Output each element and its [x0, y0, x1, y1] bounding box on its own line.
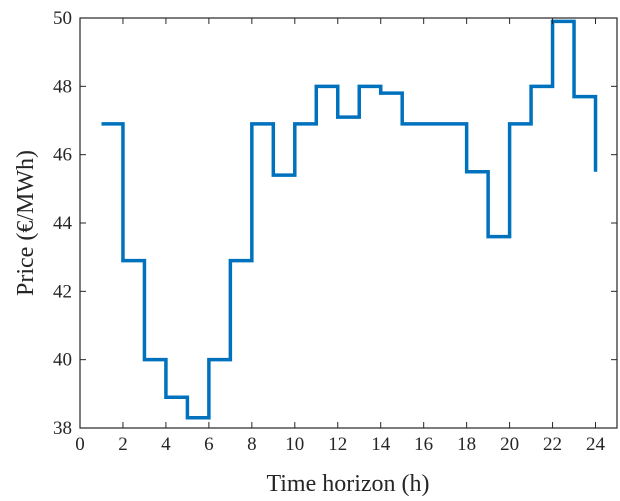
x-tick-label: 14 — [371, 434, 391, 455]
x-tick-label: 12 — [328, 434, 347, 455]
series-layer — [101, 19, 598, 420]
y-tick-label: 46 — [53, 145, 72, 166]
y-tick-label: 42 — [53, 281, 72, 302]
y-tick-label: 40 — [53, 350, 72, 371]
x-tick-label: 4 — [161, 434, 171, 455]
x-tick-label: 16 — [414, 434, 433, 455]
x-tick-label: 24 — [586, 434, 606, 455]
x-tick-label: 6 — [204, 434, 214, 455]
x-tick-label: 2 — [118, 434, 128, 455]
plot-area — [80, 18, 617, 428]
x-axis-title: Time horizon (h) — [266, 471, 429, 497]
x-tick-label: 8 — [247, 434, 257, 455]
x-tick-label: 0 — [75, 434, 85, 455]
y-tick-label: 44 — [53, 213, 73, 234]
y-tick-label: 38 — [53, 418, 72, 439]
x-tick-label: 10 — [285, 434, 304, 455]
y-tick-label: 48 — [53, 76, 72, 97]
y-axis-title: Price (€/MWh) — [13, 150, 39, 296]
x-tick-label: 20 — [500, 434, 519, 455]
y-tick-label: 50 — [53, 8, 72, 29]
series-line-0 — [101, 19, 598, 420]
x-tick-label: 22 — [543, 434, 562, 455]
x-tick-label: 18 — [457, 434, 476, 455]
